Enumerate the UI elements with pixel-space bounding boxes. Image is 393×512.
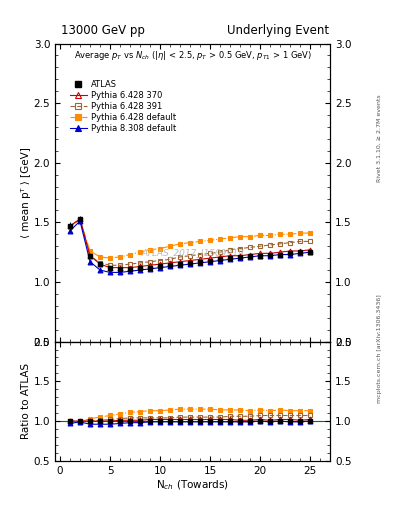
Text: Average $p_T$ vs $N_{ch}$ ($|\eta|$ < 2.5, $p_T$ > 0.5 GeV, $p_{T1}$ > 1 GeV): Average $p_T$ vs $N_{ch}$ ($|\eta|$ < 2.… — [73, 50, 312, 62]
Y-axis label: ⟨ mean pᵀ ⟩ [GeV]: ⟨ mean pᵀ ⟩ [GeV] — [21, 147, 31, 238]
Y-axis label: Ratio to ATLAS: Ratio to ATLAS — [21, 363, 31, 439]
Text: Rivet 3.1.10, ≥ 2.7M events: Rivet 3.1.10, ≥ 2.7M events — [377, 94, 382, 182]
Text: ATLAS_2017_I1509919: ATLAS_2017_I1509919 — [141, 248, 244, 257]
Text: Underlying Event: Underlying Event — [227, 24, 329, 37]
Legend: ATLAS, Pythia 6.428 370, Pythia 6.428 391, Pythia 6.428 default, Pythia 8.308 de: ATLAS, Pythia 6.428 370, Pythia 6.428 39… — [68, 77, 178, 136]
Text: mcplots.cern.ch [arXiv:1306.3436]: mcplots.cern.ch [arXiv:1306.3436] — [377, 294, 382, 402]
X-axis label: N$_{ch}$ (Towards): N$_{ch}$ (Towards) — [156, 478, 229, 492]
Text: 13000 GeV pp: 13000 GeV pp — [61, 24, 145, 37]
